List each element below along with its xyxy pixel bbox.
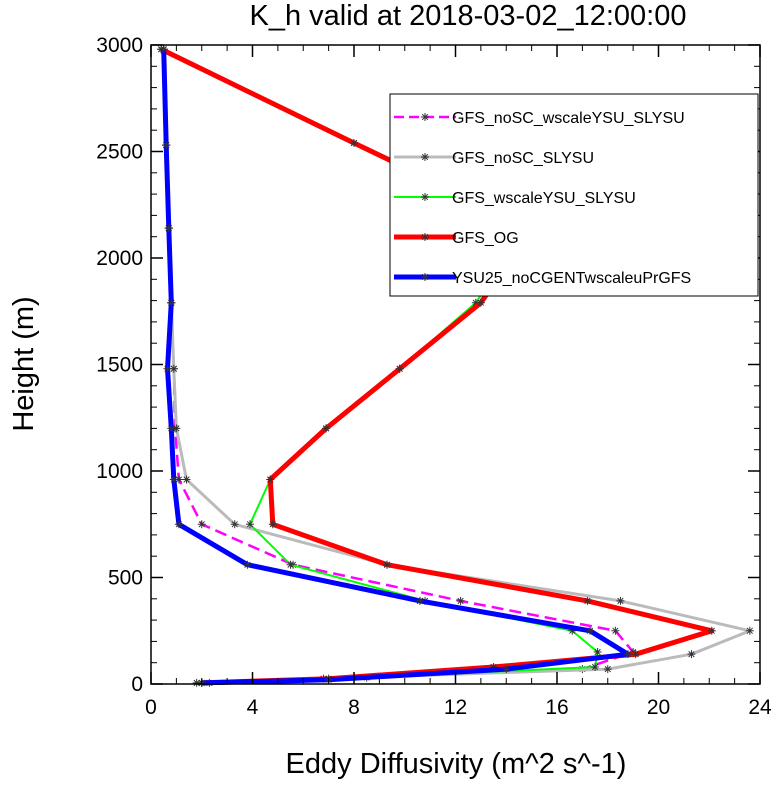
data-point: [286, 560, 295, 569]
data-point: [382, 560, 391, 569]
data-point: [603, 665, 612, 674]
data-point: [616, 596, 625, 605]
legend-label: GFS_OG: [452, 230, 519, 247]
data-point: [268, 520, 277, 529]
x-tick-label: 20: [647, 696, 670, 719]
y-tick-label: 0: [131, 673, 143, 696]
data-point: [395, 364, 404, 373]
x-tick-label: 24: [748, 696, 772, 719]
data-point: [245, 520, 254, 529]
data-point: [585, 626, 594, 635]
series-4: [159, 45, 633, 687]
y-tick-label: 500: [108, 567, 143, 590]
data-point: [583, 596, 592, 605]
x-tick-label: 16: [545, 696, 568, 719]
data-point: [230, 520, 239, 529]
chart-title: K_h valid at 2018-03-02_12:00:00: [250, 0, 687, 32]
legend-label: GFS_noSC_SLYSU: [452, 150, 594, 167]
legend-box: [389, 93, 759, 297]
data-point: [174, 520, 183, 529]
y-tick-label: 3000: [96, 34, 143, 57]
legend-item: GFS_noSC_SLYSU: [394, 150, 594, 167]
data-point: [182, 475, 191, 484]
data-point: [476, 298, 485, 307]
data-point: [167, 298, 176, 307]
y-tick-label: 1000: [96, 460, 143, 483]
legend-label: GFS_noSC_wscaleYSU_SLYSU: [452, 110, 685, 127]
data-point: [322, 424, 331, 433]
data-point: [687, 650, 696, 659]
y-tick-label: 1500: [96, 354, 143, 377]
data-point: [162, 141, 171, 150]
legend-marker: [421, 153, 429, 161]
data-point: [172, 424, 181, 433]
data-point: [169, 475, 178, 484]
y-tick-label: 2000: [96, 247, 143, 270]
legend-marker: [421, 113, 429, 121]
data-point: [591, 662, 600, 671]
x-tick-label: 12: [444, 696, 467, 719]
data-point: [167, 424, 176, 433]
data-point: [745, 626, 754, 635]
data-point: [197, 520, 206, 529]
data-point: [415, 596, 424, 605]
legend-item: YSU25_noCGENTwscaleuPrGFS: [394, 270, 691, 287]
data-point: [593, 648, 602, 657]
legend-item: GFS_OG: [394, 230, 519, 247]
y-tick-label: 2500: [96, 141, 143, 164]
data-point: [163, 364, 172, 373]
data-point: [350, 138, 358, 147]
data-point: [489, 662, 498, 671]
x-tick-label: 0: [145, 696, 157, 719]
legend-label: GFS_wscaleYSU_SLYSU: [452, 190, 636, 207]
data-point: [174, 475, 183, 484]
data-point: [192, 678, 201, 687]
data-point: [243, 560, 252, 569]
data-point: [456, 596, 465, 605]
data-point: [568, 626, 577, 635]
legend-item: GFS_noSC_wscaleYSU_SLYSU: [394, 110, 685, 127]
x-axis-label: Eddy Diffusivity (m^2 s^-1): [286, 748, 627, 780]
y-axis-label: Height (m): [8, 296, 40, 431]
data-point: [611, 626, 620, 635]
data-point: [707, 626, 716, 635]
x-tick-label: 4: [247, 696, 259, 719]
data-point: [164, 224, 173, 233]
data-point: [631, 650, 640, 659]
legend: GFS_noSC_wscaleYSU_SLYSU GFS_noSC_SLYSU GF…: [389, 93, 759, 297]
legend-marker: [421, 193, 429, 201]
legend-marker: [421, 273, 429, 281]
x-tick-label: 8: [348, 696, 360, 719]
data-point: [471, 298, 480, 307]
data-point: [624, 650, 633, 659]
data-point: [502, 665, 511, 674]
data-point: [266, 475, 275, 484]
data-point: [169, 364, 178, 373]
data-point: [159, 45, 168, 54]
legend-label: YSU25_noCGENTwscaleuPrGFS: [452, 270, 691, 287]
legend-marker: [421, 233, 429, 241]
axes: 0 4 8 12 16 20 24 0 500 1000 1500 2000 2500 3000: [96, 34, 772, 719]
legend-item: GFS_wscaleYSU_SLYSU: [394, 190, 636, 207]
